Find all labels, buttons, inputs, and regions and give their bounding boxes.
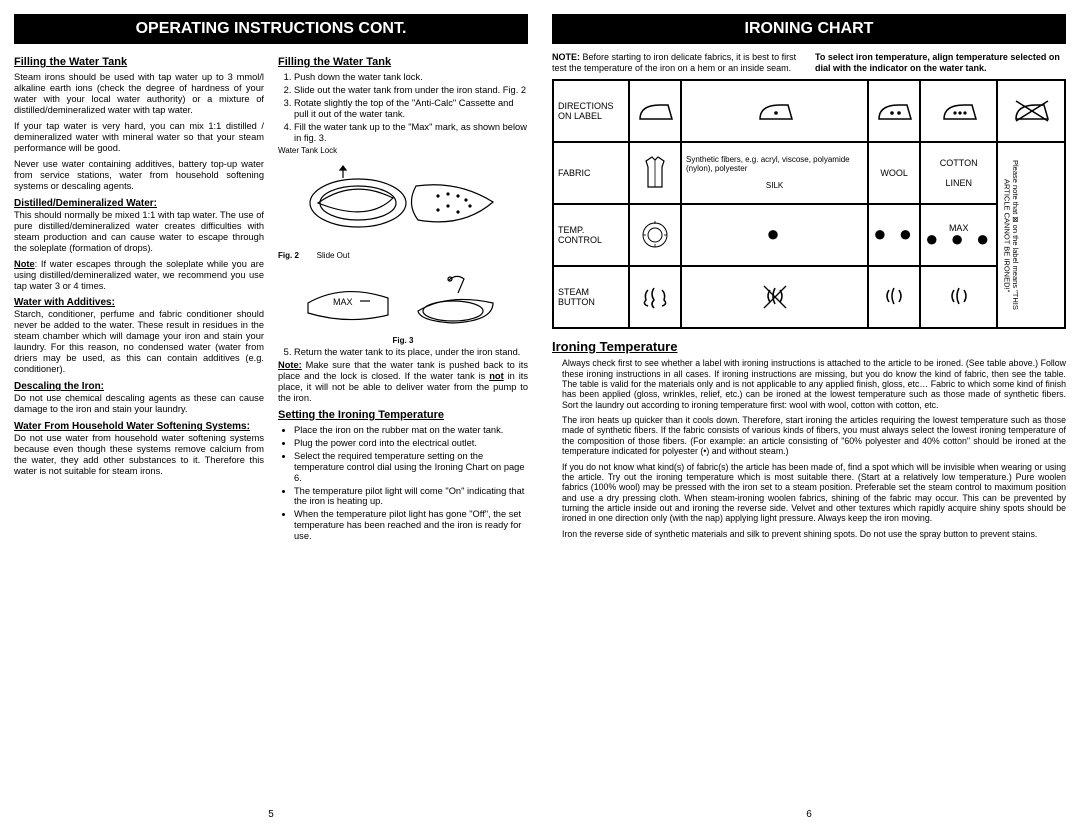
subheading: Distilled/Demineralized Water: (14, 198, 264, 209)
row-label: TEMP. CONTROL (553, 204, 629, 266)
list-item: Plug the power cord into the electrical … (294, 438, 528, 449)
ironing-chart-table: DIRECTIONS ON LABEL FABRIC Synthetic fib… (552, 79, 1066, 329)
section-title: Filling the Water Tank (278, 56, 528, 68)
rotated-note: Please note that ⊠ on the label means "T… (1002, 147, 1019, 323)
row-label: STEAM BUTTON (553, 266, 629, 328)
iron-icon-1dot (681, 80, 868, 142)
page-number: 5 (14, 803, 528, 820)
list-item: Push down the water tank lock. (294, 72, 528, 83)
paragraph: Do not use chemical descaling agents as … (14, 393, 264, 415)
table-row: DIRECTIONS ON LABEL (553, 80, 1065, 142)
numbered-list: Return the water tank to its place, unde… (278, 347, 528, 358)
iron-icon-3dot (920, 80, 997, 142)
bullet-list: Place the iron on the rubber mat on the … (278, 425, 528, 543)
svg-text:MAX: MAX (333, 297, 353, 307)
numbered-list: Push down the water tank lock. Slide out… (278, 72, 528, 144)
paragraph: Steam irons should be used with tap wate… (14, 72, 264, 116)
table-row: FABRIC Synthetic fibers, e.g. acryl, vis… (553, 142, 1065, 204)
fabric-cotton-linen: COTTONLINEN (920, 142, 997, 204)
section-title: Ironing Temperature (552, 339, 1066, 354)
row-label: DIRECTIONS ON LABEL (553, 80, 629, 142)
left-col-a: Filling the Water Tank Steam irons shoul… (14, 52, 264, 803)
left-col-b: Filling the Water Tank Push down the wat… (278, 52, 528, 803)
header-left: OPERATING INSTRUCTIONS CONT. (14, 14, 528, 44)
steam-on-icon (920, 266, 997, 328)
figure-2 (278, 158, 528, 248)
table-row: STEAM BUTTON (553, 266, 1065, 328)
paragraph: If you do not know what kind(s) of fabri… (562, 462, 1066, 524)
list-item: Select the required temperature setting … (294, 451, 528, 484)
list-item: Return the water tank to its place, unde… (294, 347, 528, 358)
list-item: Slide out the water tank from under the … (294, 85, 528, 96)
paragraph: Always check first to see whether a labe… (562, 358, 1066, 410)
left-columns: Filling the Water Tank Steam irons shoul… (14, 52, 528, 803)
page-right: IRONING CHART NOTE: Before starting to i… (552, 14, 1066, 820)
paragraph: The iron heats up quicker than it cools … (562, 415, 1066, 457)
temp-3dot-max: MAX● ● ● (920, 204, 997, 266)
fig-label: Water Tank Lock (278, 146, 528, 155)
temp-2dot: ● ● (868, 204, 920, 266)
subheading: Water with Additives: (14, 297, 264, 308)
fabric-synthetic: Synthetic fibers, e.g. acryl, viscose, p… (681, 142, 868, 204)
iron-icon-crossed (997, 80, 1065, 142)
subheading: Water From Household Water Softening Sys… (14, 421, 264, 432)
subheading: Descaling the Iron: (14, 381, 264, 392)
header-right: IRONING CHART (552, 14, 1066, 44)
list-item: Fill the water tank up to the "Max" mark… (294, 122, 528, 144)
steam-off-icon (629, 266, 681, 328)
paragraph: Starch, conditioner, perfume and fabric … (14, 309, 264, 375)
steam-crossed-icon (681, 266, 868, 328)
steam-on-icon (868, 266, 920, 328)
paragraph: If your tap water is very hard, you can … (14, 121, 264, 154)
row-label: FABRIC (553, 142, 629, 204)
rotated-note-cell: Please note that ⊠ on the label means "T… (997, 142, 1065, 328)
list-item: When the temperature pilot light has gon… (294, 509, 528, 542)
paragraph: Never use water containing additives, ba… (14, 159, 264, 192)
paragraph: This should normally be mixed 1:1 with t… (14, 210, 264, 254)
fabric-wool: WOOL (868, 142, 920, 204)
note-paragraph: Note: Make sure that the water tank is p… (278, 360, 528, 404)
list-item: Place the iron on the rubber mat on the … (294, 425, 528, 436)
paragraph: Note: If water escapes through the solep… (14, 259, 264, 292)
paragraph: Iron the reverse side of synthetic mater… (562, 529, 1066, 539)
dial-icon (629, 204, 681, 266)
temp-1dot: ● (681, 204, 868, 266)
iron-icon-2dot (868, 80, 920, 142)
section-title: Filling the Water Tank (14, 56, 264, 68)
shirt-icon (629, 142, 681, 204)
paragraph: Do not use water from household water so… (14, 433, 264, 477)
list-item: The temperature pilot light will come "O… (294, 486, 528, 508)
temp-text-block: Always check first to see whether a labe… (552, 358, 1066, 544)
figure-3: MAX (278, 263, 528, 333)
section-title: Setting the Ironing Temperature (278, 409, 528, 421)
note-row: NOTE: Before starting to iron delicate f… (552, 52, 1066, 73)
list-item: Rotate slightly the top of the "Anti-Cal… (294, 98, 528, 120)
note-left: NOTE: Before starting to iron delicate f… (552, 52, 803, 73)
fig-label: Fig. 3 (278, 336, 528, 345)
note-right: To select iron temperature, align temper… (815, 52, 1066, 73)
page-left: OPERATING INSTRUCTIONS CONT. Filling the… (14, 14, 528, 820)
iron-icon-blank (629, 80, 681, 142)
page-number: 6 (552, 803, 1066, 820)
table-row: TEMP. CONTROL ● ● ● MAX● ● ● (553, 204, 1065, 266)
fig-label: Fig. 2 Slide Out (278, 251, 528, 260)
